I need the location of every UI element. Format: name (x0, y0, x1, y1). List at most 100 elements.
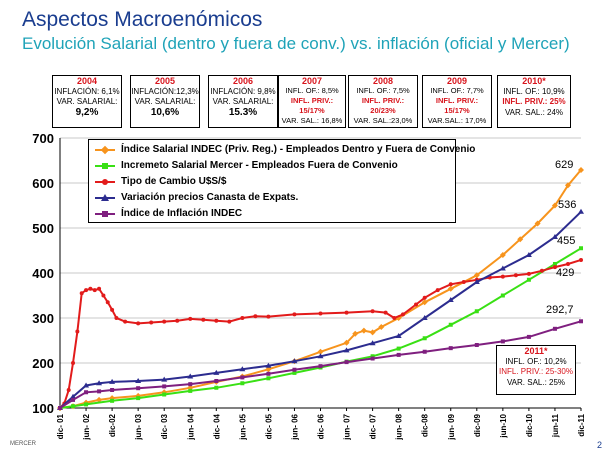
year-box-2010: 2010* INFL. OF.: 10,9% INFL. PRIV.: 25% … (497, 75, 571, 128)
inflation-text: INFL. OF.: 8,5% (285, 86, 339, 95)
year-label: 2005 (154, 76, 176, 86)
data-point (97, 389, 102, 394)
data-point (110, 398, 115, 403)
legend-item: Índice Salarial INDEC (Priv. Reg.) - Emp… (95, 143, 475, 157)
data-point (136, 386, 141, 391)
end-value-label: 429 (556, 267, 574, 279)
square-marker-icon (102, 163, 108, 169)
inflation-text: INFL. OF.: 7,5% (356, 86, 410, 95)
data-point (114, 316, 119, 320)
private-inflation-value: INFL. PRIV.: 25-30% (499, 367, 573, 376)
data-point (352, 330, 359, 337)
data-point (447, 285, 454, 292)
salary-value: 15.3% (228, 106, 258, 118)
data-point (135, 378, 142, 383)
data-point (92, 288, 97, 293)
data-point (383, 310, 388, 315)
x-tick-label: dic-02 (108, 413, 117, 437)
data-point (421, 299, 428, 306)
legend-label: Índice de Inflación INDEC (121, 208, 243, 219)
footer-brand: MERCER (10, 441, 37, 447)
x-tick-label: dic-09 (473, 413, 482, 437)
data-point (435, 288, 440, 293)
series-line (59, 247, 582, 409)
data-point (579, 257, 583, 262)
data-point (526, 271, 531, 276)
x-tick-label: jun- 06 (290, 413, 299, 440)
legend-label: Tipo de Cambio U$S/$ (121, 176, 227, 187)
chart-legend: Índice Salarial INDEC (Priv. Reg.) - Emp… (88, 139, 475, 223)
salary-label: VAR. SALARIAL: (56, 97, 118, 106)
data-point (369, 329, 376, 336)
data-point (162, 384, 167, 389)
year-box-2007: 2007 INFL. OF.: 8,5% INFL. PRIV.: 15/17%… (278, 75, 346, 128)
data-point (534, 220, 541, 227)
data-point (370, 354, 375, 359)
data-point (58, 406, 62, 410)
data-point (499, 252, 506, 258)
x-tick-label: dic-08 (421, 413, 430, 437)
end-value-label: 536 (558, 199, 576, 211)
x-tick-label: dic- 07 (369, 413, 378, 439)
x-tick-label: jun-11 (551, 413, 560, 438)
private-inflation-label: INFL. PRIV.: (435, 96, 479, 105)
data-point (579, 319, 583, 324)
data-point (265, 366, 272, 373)
data-point (414, 302, 419, 307)
data-point (551, 202, 558, 209)
data-point (448, 322, 453, 327)
data-point (396, 352, 401, 357)
data-point (422, 295, 427, 300)
legend-item: Variación precios Canasta de Expats. (95, 191, 455, 205)
page-number: 2 (597, 440, 603, 450)
data-point (201, 317, 206, 322)
x-tick-label: dic- 04 (212, 413, 221, 439)
data-point (564, 182, 571, 189)
page-title: Aspectos Macroenómicos (22, 8, 263, 31)
data-point (318, 311, 323, 316)
data-point (70, 393, 77, 399)
data-point (84, 402, 89, 407)
data-point (187, 373, 194, 379)
data-point (240, 381, 245, 386)
x-tick-label: dic- 05 (264, 413, 273, 439)
x-tick-label: jun- 03 (134, 413, 143, 440)
y-tick-label: 600 (32, 176, 54, 191)
data-point (265, 362, 272, 368)
diamond-marker-icon (100, 145, 110, 155)
data-point (240, 375, 245, 380)
data-point (292, 370, 297, 375)
inflation-text: INFL. OF.: 7,7% (430, 86, 484, 95)
year-label: 2004 (76, 76, 98, 86)
data-point (526, 277, 531, 282)
data-point (66, 388, 71, 392)
data-point (110, 307, 115, 312)
data-point (396, 346, 401, 351)
legend-label: Incremeto Salarial Mercer - Empleados Fu… (121, 160, 398, 171)
data-point (162, 392, 167, 397)
year-box-2005: 2005 INFLACIÓN:12,3% VAR. SALARIAL: 10,6… (130, 75, 200, 128)
private-inflation-value: 20/23% (370, 106, 396, 115)
data-point (71, 397, 76, 402)
data-point (84, 390, 89, 395)
data-point (343, 339, 350, 346)
data-point (317, 348, 324, 355)
year-label: 2009 (446, 76, 468, 86)
data-point (105, 300, 110, 305)
x-tick-label: jun- 08 (395, 413, 404, 440)
y-tick-label: 400 (32, 266, 54, 281)
data-point (422, 336, 427, 341)
data-point (123, 319, 128, 324)
private-inflation-label: INFL. PRIV.: (290, 96, 334, 105)
private-inflation-label: INFL. PRIV.: (361, 96, 405, 105)
data-point (240, 316, 245, 320)
data-point (360, 327, 367, 334)
x-tick-label: jun- 04 (186, 413, 195, 440)
data-point (473, 272, 480, 279)
data-point (71, 404, 76, 409)
y-tick-label: 100 (32, 401, 54, 416)
data-point (370, 356, 375, 361)
data-point (266, 314, 271, 319)
data-point (227, 319, 232, 324)
inflation-text: INFLACIÓN: 6,1% (54, 86, 120, 96)
